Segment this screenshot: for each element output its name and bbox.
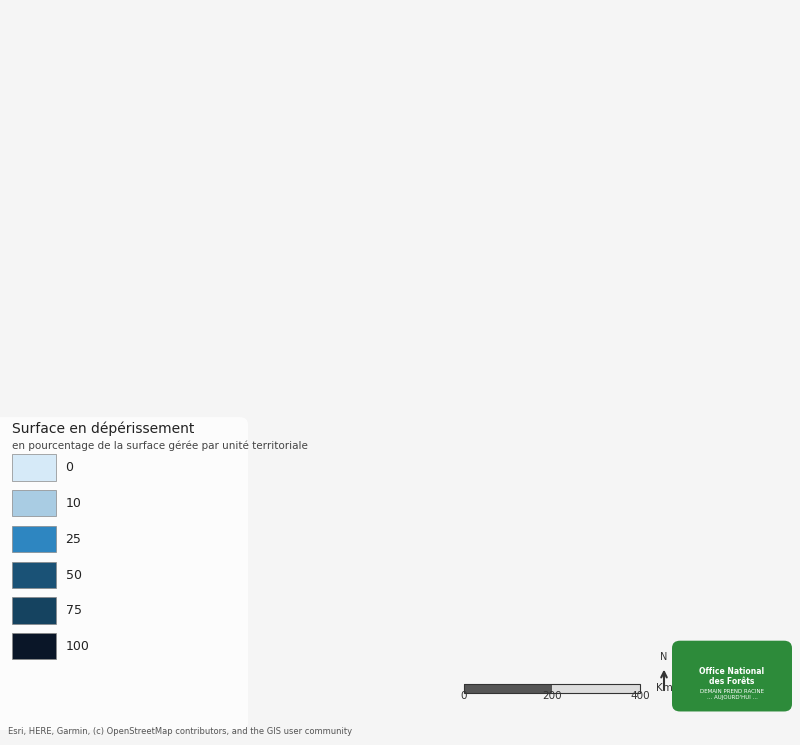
Bar (12, 562, 56, 588)
Bar (12, 633, 56, 659)
FancyBboxPatch shape (672, 641, 792, 711)
Bar (12, 490, 56, 516)
Text: Km: Km (656, 682, 673, 693)
Bar (464, 684, 640, 693)
Text: 400: 400 (630, 691, 650, 701)
Text: 75: 75 (66, 604, 82, 618)
Bar (12, 526, 56, 552)
Text: N: N (660, 652, 668, 662)
Text: DEMAIN PREND RACINE
... AUJOURD'HUI ...: DEMAIN PREND RACINE ... AUJOURD'HUI ... (700, 689, 764, 700)
FancyBboxPatch shape (0, 417, 248, 730)
Text: Office National
des Forêts: Office National des Forêts (699, 667, 765, 686)
Text: 100: 100 (66, 640, 90, 653)
Text: Surface en dépérissement: Surface en dépérissement (12, 422, 194, 436)
Text: 25: 25 (66, 533, 82, 546)
Text: 0: 0 (66, 461, 74, 475)
Bar (12, 597, 56, 624)
Bar (552, 684, 640, 693)
Text: 0: 0 (461, 691, 467, 701)
Text: en pourcentage de la surface gérée par unité territoriale: en pourcentage de la surface gérée par u… (12, 440, 308, 451)
Bar (464, 684, 552, 693)
Bar (12, 454, 56, 481)
Text: 200: 200 (542, 691, 562, 701)
Text: 50: 50 (66, 568, 82, 582)
Text: 10: 10 (66, 497, 82, 510)
Text: Esri, HERE, Garmin, (c) OpenStreetMap contributors, and the GIS user community: Esri, HERE, Garmin, (c) OpenStreetMap co… (8, 727, 352, 736)
